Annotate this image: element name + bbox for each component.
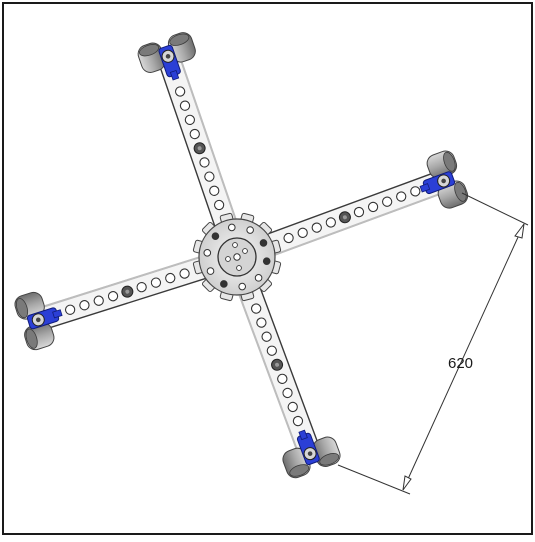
arm-left-hole xyxy=(165,272,176,284)
hub-bolt xyxy=(211,232,220,240)
hub-center-hole xyxy=(233,253,241,261)
arm-right-hole xyxy=(381,196,393,207)
arrowhead-bottom xyxy=(402,475,412,491)
clamp-tab xyxy=(52,309,63,319)
arm-right-hole xyxy=(367,201,379,213)
feet-group xyxy=(14,32,469,479)
arm-right-screw-head xyxy=(342,215,347,220)
drawing-border xyxy=(2,2,533,535)
arm-top-foot xyxy=(137,32,196,81)
arm-bottom-hole xyxy=(287,401,298,413)
dimension-label: 620 xyxy=(448,355,473,372)
arm-right-hole xyxy=(283,232,294,244)
arm-left-screw-head xyxy=(125,289,130,294)
extension-line-top xyxy=(461,192,529,226)
arm-left-hole xyxy=(64,304,76,315)
clamp-screw-slot xyxy=(307,451,313,456)
hub-bolt xyxy=(203,249,212,257)
arm-bottom-foot xyxy=(282,429,341,479)
arm-top-hole xyxy=(213,199,225,211)
arm-right-hole xyxy=(396,191,407,202)
clamp-screw-slot xyxy=(165,54,171,59)
pad-edge xyxy=(15,298,29,319)
extension-line-bottom xyxy=(337,464,411,495)
arm-top-hole xyxy=(179,100,191,111)
clamp-screw-slot xyxy=(35,317,41,323)
center-hub xyxy=(192,212,282,302)
pad-edge xyxy=(319,453,340,466)
pad-edge xyxy=(25,328,38,349)
arm-bottom-hole xyxy=(266,345,277,356)
pad-edge xyxy=(289,464,310,477)
arm-top-hole xyxy=(184,114,196,126)
pad-edge xyxy=(139,44,160,57)
clamp-tab xyxy=(298,429,308,441)
hub-bolt xyxy=(262,257,271,265)
arm-bottom-hole xyxy=(277,373,288,385)
hub-bolt xyxy=(238,282,247,291)
pad-edge xyxy=(454,181,467,202)
arm-bottom-hole xyxy=(251,303,262,314)
arm-right-hole xyxy=(311,222,322,233)
arm-top-hole xyxy=(209,185,220,196)
arm-top-hole xyxy=(199,157,210,168)
arm-top-hole xyxy=(189,128,200,140)
arm-bottom-hole xyxy=(256,317,267,328)
hub-bolt xyxy=(246,226,254,234)
dimension-line xyxy=(402,223,525,491)
arm-top-hole xyxy=(174,86,186,97)
hub-bolt xyxy=(227,223,236,232)
arm-left-hole xyxy=(150,277,162,288)
arm-right-hole xyxy=(325,217,336,228)
arm-right-foot xyxy=(419,150,469,209)
arm-right-hole xyxy=(353,206,365,218)
arm-bottom-hole xyxy=(292,415,304,427)
arm-top-screw-head xyxy=(197,146,202,151)
hub-bolt xyxy=(206,267,215,275)
arm-left-hole xyxy=(79,300,90,311)
pad-edge xyxy=(169,33,190,46)
arms-group xyxy=(39,57,443,453)
arm-top xyxy=(158,57,249,262)
arm-left-hole xyxy=(107,291,119,302)
arm-bottom-hole xyxy=(282,387,293,399)
arm-right-hole xyxy=(297,227,308,238)
arm-left-hole xyxy=(179,268,190,279)
arm-left-hole xyxy=(93,295,104,306)
arm-right-hole xyxy=(410,186,421,197)
arm-top-hole xyxy=(204,171,215,182)
hub-pin-hole xyxy=(232,242,238,248)
hub-pin-hole xyxy=(236,265,242,271)
arm-left-foot xyxy=(14,291,63,351)
hub-pin-hole xyxy=(242,248,248,254)
arrowhead-top xyxy=(514,223,525,239)
hub-bolt xyxy=(220,280,228,288)
arm-bottom xyxy=(225,252,320,453)
hub-bolt xyxy=(254,274,263,282)
arm-right xyxy=(232,171,443,269)
clamp-screw-slot xyxy=(441,178,446,184)
pad-edge xyxy=(443,151,456,172)
arm-bottom-screw-head xyxy=(275,362,280,367)
clamp-tab xyxy=(169,69,180,81)
clamp-tab xyxy=(419,183,431,193)
hub-pin-hole xyxy=(225,256,231,262)
dimension-annotation: 620 xyxy=(337,192,529,495)
hub-bolt xyxy=(259,239,268,247)
arm-left-hole xyxy=(136,281,147,293)
arm-bottom-hole xyxy=(261,331,272,342)
